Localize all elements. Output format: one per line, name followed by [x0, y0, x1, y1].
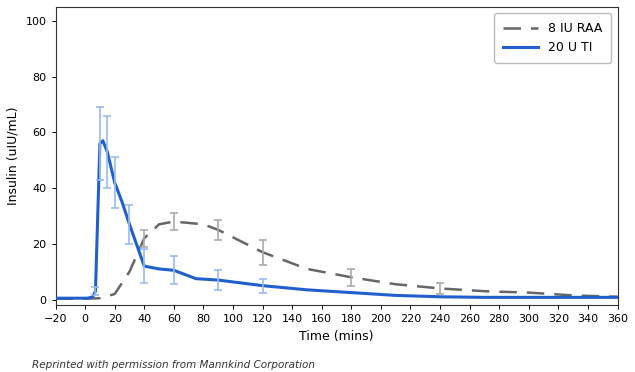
- 8 IU RAA: [614, 295, 622, 299]
- 20 U TI: [436, 295, 444, 299]
- 20 U TI: [89, 295, 97, 299]
- 8 IU RAA: [155, 222, 163, 227]
- Line: 20 U TI: 20 U TI: [55, 141, 618, 298]
- 8 IU RAA: [570, 293, 577, 298]
- 20 U TI: [51, 296, 59, 301]
- 20 U TI: [259, 283, 267, 288]
- 20 U TI: [170, 268, 178, 273]
- 20 U TI: [91, 289, 99, 294]
- 20 U TI: [481, 295, 488, 299]
- 8 IU RAA: [126, 269, 133, 274]
- Y-axis label: Insulin (uIU/mL): Insulin (uIU/mL): [7, 107, 20, 205]
- 8 IU RAA: [96, 296, 104, 301]
- 20 U TI: [99, 138, 107, 143]
- Text: Reprinted with permission from Mannkind Corporation: Reprinted with permission from Mannkind …: [32, 360, 315, 370]
- 8 IU RAA: [525, 291, 533, 295]
- 8 IU RAA: [392, 282, 399, 286]
- 20 U TI: [525, 295, 533, 299]
- 8 IU RAA: [481, 289, 488, 294]
- 20 U TI: [84, 296, 92, 301]
- 20 U TI: [155, 267, 163, 271]
- 20 U TI: [215, 278, 222, 282]
- 8 IU RAA: [303, 267, 311, 271]
- Legend: 8 IU RAA, 20 U TI: 8 IU RAA, 20 U TI: [495, 13, 612, 63]
- 20 U TI: [111, 180, 119, 185]
- 20 U TI: [570, 295, 577, 299]
- 8 IU RAA: [67, 296, 74, 301]
- 20 U TI: [192, 276, 200, 281]
- 8 IU RAA: [237, 239, 244, 243]
- Line: 8 IU RAA: 8 IU RAA: [55, 222, 618, 299]
- 20 U TI: [118, 200, 126, 204]
- 20 U TI: [347, 291, 355, 295]
- 20 U TI: [614, 295, 622, 299]
- 8 IU RAA: [51, 296, 59, 301]
- 8 IU RAA: [347, 275, 355, 279]
- 20 U TI: [74, 296, 81, 301]
- 20 U TI: [140, 264, 148, 268]
- 8 IU RAA: [81, 296, 89, 301]
- 8 IU RAA: [215, 228, 222, 232]
- 20 U TI: [81, 296, 89, 301]
- X-axis label: Time (mins): Time (mins): [299, 330, 374, 343]
- 8 IU RAA: [436, 286, 444, 291]
- 20 U TI: [104, 150, 111, 154]
- 20 U TI: [126, 222, 133, 227]
- 8 IU RAA: [170, 219, 178, 224]
- 8 IU RAA: [199, 222, 207, 227]
- 20 U TI: [303, 288, 311, 292]
- 8 IU RAA: [259, 250, 267, 254]
- 8 IU RAA: [185, 221, 192, 225]
- 8 IU RAA: [140, 236, 148, 240]
- 20 U TI: [392, 293, 399, 298]
- 20 U TI: [96, 141, 104, 146]
- 8 IU RAA: [111, 292, 119, 296]
- 20 U TI: [237, 280, 244, 285]
- 20 U TI: [67, 296, 74, 301]
